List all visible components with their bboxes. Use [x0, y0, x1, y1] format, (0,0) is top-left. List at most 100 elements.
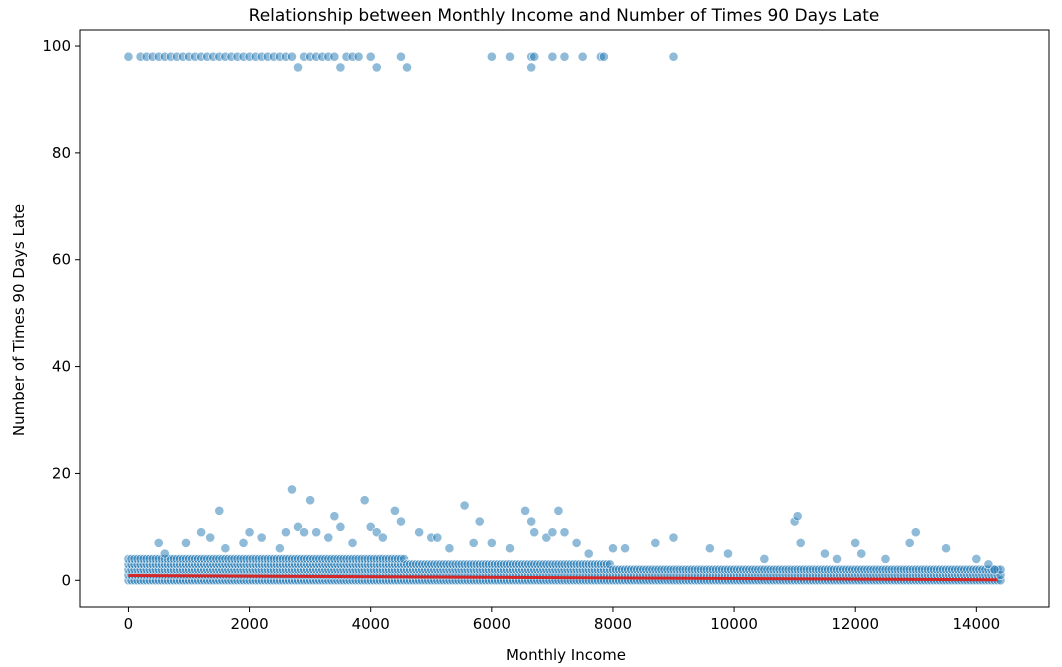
x-axis-title: Monthly Income [506, 646, 626, 664]
outlier-point [329, 51, 340, 62]
scatter-point [299, 527, 309, 538]
outlier-point [287, 51, 297, 62]
outlier-point [335, 62, 346, 73]
scatter-point [347, 537, 358, 548]
scatter-point [910, 527, 921, 538]
scatter-point [323, 532, 334, 543]
x-axis: 0 2000 4000 6000 8000 10000 12000 14000 [124, 607, 1000, 633]
scatter-point [214, 505, 225, 516]
scatter-point [547, 527, 558, 538]
scatter-point [196, 527, 207, 538]
scatter-point [583, 548, 594, 559]
scatter-point [459, 500, 470, 511]
x-tick-label: 14000 [952, 615, 1000, 633]
scatter-point [159, 548, 170, 559]
scatter-point [759, 554, 770, 564]
y-tick-label: 60 [52, 251, 71, 269]
scatter-point [396, 516, 406, 527]
x-tick-label: 6000 [473, 615, 511, 633]
scatter-point [856, 548, 867, 559]
scatter-point [792, 511, 803, 522]
outlier-point [123, 51, 134, 62]
scatter-point [505, 543, 515, 554]
scatter-point [377, 532, 388, 543]
scatter-point [571, 537, 582, 548]
scatter-point [474, 516, 485, 527]
outlier-point [559, 51, 570, 62]
outlier-point [505, 51, 515, 62]
scatter-point [553, 505, 564, 516]
scatter-point [238, 537, 249, 548]
scatter-point [850, 537, 861, 548]
chart-title: Relationship between Monthly Income and … [249, 6, 880, 26]
x-tick-label: 10000 [710, 615, 758, 633]
scatter-point [432, 532, 443, 543]
scatter-point [904, 537, 915, 548]
scatter-point [335, 521, 346, 532]
scatter-point [311, 527, 322, 538]
scatter-point [880, 554, 891, 564]
y-tick-label: 0 [61, 571, 71, 589]
scatter-point [205, 532, 216, 543]
outlier-point [526, 62, 537, 73]
outlier-point [547, 51, 558, 62]
x-tick-label: 2000 [230, 615, 268, 633]
scatter-point [329, 511, 340, 522]
outlier-point [353, 51, 364, 62]
outlier-point [396, 51, 406, 62]
scatter-point [820, 548, 830, 559]
scatter-point [989, 564, 1000, 575]
y-axis: 0 20 40 60 80 100 [42, 37, 80, 589]
y-tick-label: 100 [42, 37, 71, 55]
scatter-point [359, 495, 370, 506]
scatter-point [153, 537, 164, 548]
y-tick-label: 40 [52, 358, 71, 376]
trend-line [128, 573, 998, 582]
outlier-point [577, 51, 588, 62]
y-tick-label: 20 [52, 464, 71, 482]
x-tick-label: 4000 [352, 615, 390, 633]
y-axis-title: Number of Times 90 Days Late [10, 204, 28, 436]
x-tick-label: 0 [124, 615, 134, 633]
scatter-point [220, 543, 231, 554]
points-layer [123, 51, 1006, 586]
scatter-point [620, 543, 630, 554]
scatter-point [520, 505, 531, 516]
scatter-point [287, 484, 297, 495]
scatter-point [486, 537, 497, 548]
outlier-point [486, 51, 497, 62]
scatter-point [181, 537, 191, 548]
outlier-point [668, 51, 679, 62]
scatter-point [559, 527, 570, 538]
outlier-point [529, 51, 540, 62]
scatter-point [723, 548, 733, 559]
trend-layer [128, 573, 998, 582]
plot-frame [79, 29, 1050, 608]
scatter-point [444, 543, 455, 554]
outlier-point [598, 51, 609, 62]
scatter-point [941, 543, 951, 554]
scatter-point [608, 543, 618, 554]
scatter-point [256, 532, 267, 543]
scatter-point [305, 495, 316, 506]
outlier-point [402, 62, 412, 73]
scatter-point [795, 537, 806, 548]
scatter-point [832, 554, 842, 564]
scatter-point [650, 537, 661, 548]
outlier-point [293, 62, 303, 73]
outlier-point [371, 62, 382, 73]
outlier-point [365, 51, 376, 62]
y-tick-label: 80 [52, 144, 71, 162]
scatter-point [274, 543, 285, 554]
x-tick-label: 8000 [594, 615, 632, 633]
scatter-point [529, 527, 540, 538]
scatter-point [704, 543, 715, 554]
scatter-point [668, 532, 679, 543]
scatter-point [468, 537, 479, 548]
scatter-point [390, 505, 400, 516]
scatter-point [971, 554, 982, 564]
x-tick-label: 12000 [831, 615, 879, 633]
scatter-point [244, 527, 255, 538]
